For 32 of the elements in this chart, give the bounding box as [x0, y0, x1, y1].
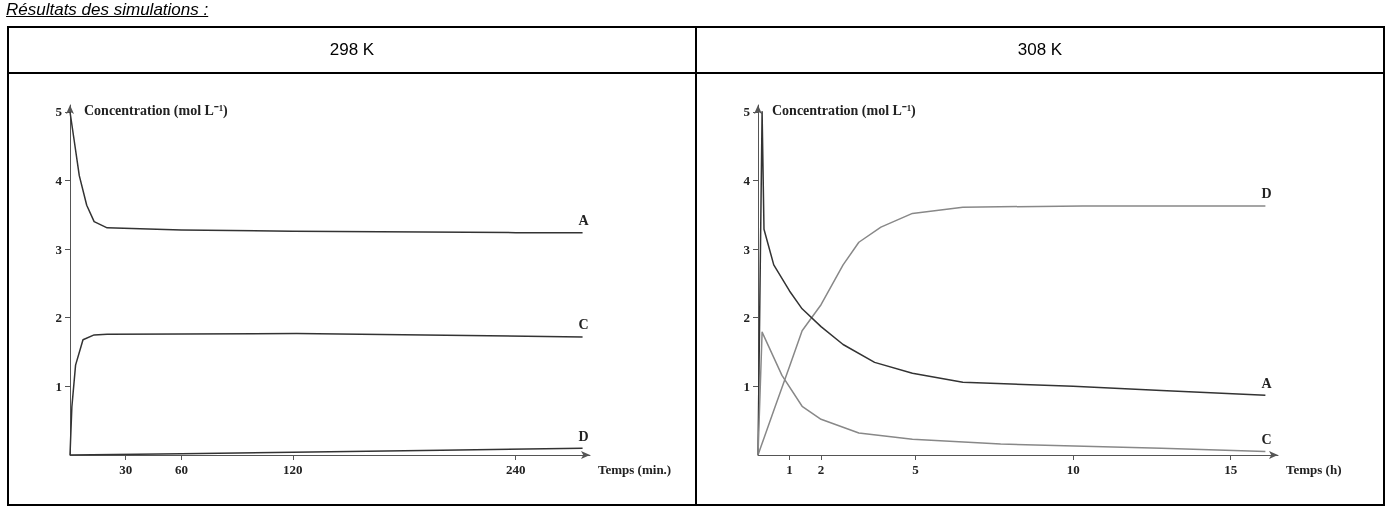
text: Résultats des simulations :: [6, 0, 209, 20]
chart-title: 308 K: [696, 27, 1384, 73]
y-tick-label: 5: [55, 104, 63, 120]
x-tick-label: 120: [283, 462, 303, 477]
x-tick-label: 30: [119, 462, 133, 477]
x-tick-label: 10: [1066, 462, 1080, 477]
y-tick-label: 3: [743, 241, 751, 257]
series-label: A: [1261, 375, 1273, 391]
series-label: D: [578, 428, 589, 444]
y-tick-label: 1: [55, 378, 62, 394]
y-tick-label: 2: [743, 310, 750, 326]
x-tick-label: 1: [786, 462, 793, 477]
x-tick-label: 2: [817, 462, 825, 477]
series-label: A: [578, 213, 590, 229]
y-tick-label: 4: [743, 172, 751, 188]
x-tick-label: 60: [174, 462, 188, 477]
y-tick-label: 3: [55, 241, 63, 257]
y-tick-label: 2: [55, 310, 62, 326]
chart-title: 298 K: [8, 27, 696, 73]
y-axis-title: Concentration (mol L⁻¹): [84, 102, 229, 119]
x-tick-label: 5: [912, 462, 920, 477]
y-tick-label: 1: [743, 378, 750, 394]
y-axis-title: Concentration (mol L⁻¹): [772, 102, 917, 119]
series-label: C: [578, 317, 589, 333]
series-label: C: [1261, 432, 1272, 448]
series-label: D: [1261, 186, 1272, 202]
x-tick-label: 240: [505, 462, 526, 477]
y-tick-label: 4: [55, 172, 63, 188]
x-axis-title: Temps (h): [1286, 462, 1342, 477]
x-tick-label: 15: [1224, 462, 1238, 477]
y-tick-label: 5: [743, 104, 751, 120]
x-axis-title: Temps (min.): [598, 462, 672, 477]
